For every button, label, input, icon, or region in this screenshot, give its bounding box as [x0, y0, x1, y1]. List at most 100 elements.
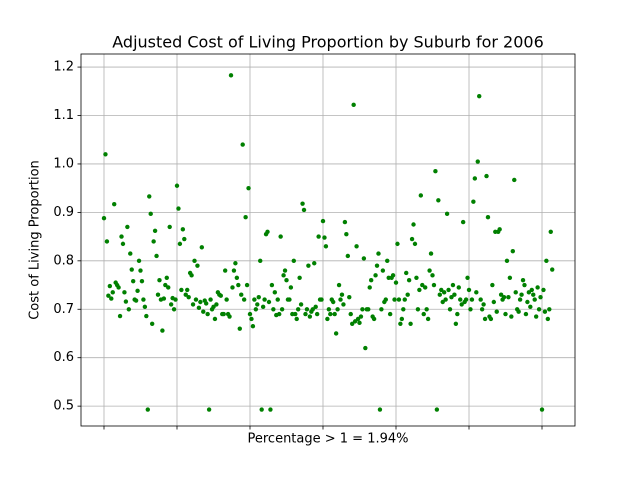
point [306, 263, 311, 268]
point [447, 307, 453, 312]
point [478, 297, 483, 302]
plot-frame [80, 53, 576, 427]
point [424, 307, 429, 312]
point [287, 297, 292, 302]
point [465, 275, 470, 280]
point [532, 297, 537, 302]
point [516, 309, 521, 314]
point [147, 194, 152, 199]
point [282, 268, 288, 273]
point [222, 268, 228, 273]
point [152, 228, 158, 233]
point [332, 311, 337, 317]
point [112, 201, 117, 207]
point [128, 251, 133, 256]
point [338, 297, 343, 302]
point [249, 316, 254, 322]
point [497, 227, 502, 232]
point [344, 231, 349, 237]
point [367, 285, 372, 290]
point [168, 302, 174, 307]
point [482, 316, 488, 322]
point [458, 297, 463, 302]
point [443, 297, 448, 302]
point [230, 285, 235, 290]
point [171, 307, 177, 312]
point [387, 311, 393, 317]
point [320, 218, 326, 224]
point [526, 290, 532, 295]
point [323, 244, 329, 249]
point [339, 292, 345, 297]
point [177, 241, 183, 247]
point [218, 293, 223, 298]
point [523, 311, 529, 317]
point [106, 293, 111, 298]
point [528, 304, 533, 310]
y-tick-label: 1.2 [53, 60, 74, 75]
y-tick-label: 0.7 [53, 302, 74, 317]
point [541, 287, 546, 293]
point [472, 176, 478, 181]
point [190, 302, 196, 307]
point [166, 285, 171, 290]
point [272, 290, 278, 295]
point [539, 407, 545, 412]
point [512, 177, 517, 183]
point [477, 93, 482, 99]
point [377, 407, 383, 412]
point [196, 305, 202, 311]
point [420, 282, 425, 288]
point [269, 282, 275, 288]
point [355, 316, 361, 322]
point [439, 287, 444, 293]
point [123, 299, 129, 304]
point [319, 297, 324, 302]
point [211, 304, 216, 310]
point [342, 219, 348, 225]
point [519, 292, 524, 297]
point [199, 245, 205, 250]
point [433, 169, 438, 174]
point [506, 294, 511, 300]
point [333, 331, 339, 336]
point [533, 314, 539, 319]
point [325, 316, 330, 322]
point [409, 236, 415, 242]
point [366, 307, 371, 312]
point [531, 292, 536, 297]
point [268, 407, 273, 412]
point [244, 282, 250, 288]
point [529, 287, 534, 293]
point [316, 234, 321, 239]
point [452, 292, 457, 297]
y-tick-label: 1.1 [53, 108, 74, 123]
point [547, 307, 552, 312]
point [126, 307, 132, 312]
point [116, 285, 121, 290]
point [256, 294, 261, 300]
point [144, 313, 149, 319]
point [174, 183, 180, 188]
point [297, 275, 302, 280]
point [233, 261, 238, 266]
point [237, 326, 242, 331]
point [101, 216, 107, 221]
point [431, 282, 437, 288]
point [136, 258, 142, 264]
point [183, 292, 188, 297]
point [252, 297, 257, 302]
point [281, 273, 286, 278]
point [142, 304, 148, 310]
point [398, 321, 403, 326]
point [374, 263, 380, 268]
point [266, 299, 272, 305]
point [310, 307, 315, 312]
point [536, 307, 542, 312]
point [428, 251, 434, 256]
point [449, 294, 454, 300]
point [161, 296, 167, 301]
point [469, 297, 475, 302]
point [444, 211, 450, 217]
point [295, 307, 301, 312]
